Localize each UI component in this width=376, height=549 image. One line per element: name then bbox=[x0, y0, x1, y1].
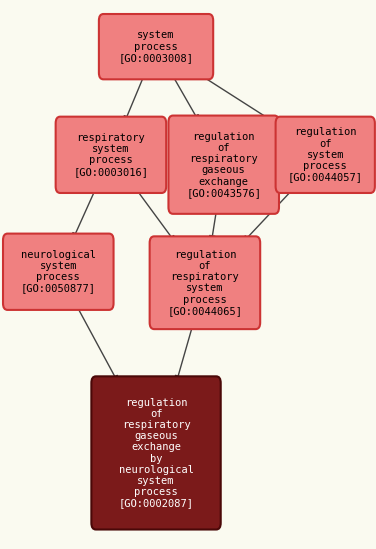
FancyBboxPatch shape bbox=[276, 117, 375, 193]
FancyBboxPatch shape bbox=[3, 234, 114, 310]
Text: system
process
[GO:0003008]: system process [GO:0003008] bbox=[118, 30, 194, 63]
Text: respiratory
system
process
[GO:0003016]: respiratory system process [GO:0003016] bbox=[73, 133, 149, 177]
FancyBboxPatch shape bbox=[168, 116, 279, 214]
FancyBboxPatch shape bbox=[56, 117, 166, 193]
Text: regulation
of
respiratory
gaseous
exchange
[GO:0043576]: regulation of respiratory gaseous exchan… bbox=[186, 132, 261, 198]
FancyBboxPatch shape bbox=[99, 14, 213, 79]
Text: neurological
system
process
[GO:0050877]: neurological system process [GO:0050877] bbox=[21, 250, 96, 294]
FancyBboxPatch shape bbox=[91, 377, 221, 529]
FancyBboxPatch shape bbox=[150, 237, 260, 329]
Text: regulation
of
system
process
[GO:0044057]: regulation of system process [GO:0044057… bbox=[288, 127, 363, 182]
Text: regulation
of
respiratory
system
process
[GO:0044065]: regulation of respiratory system process… bbox=[167, 250, 243, 316]
Text: regulation
of
respiratory
gaseous
exchange
by
neurological
system
process
[GO:00: regulation of respiratory gaseous exchan… bbox=[118, 397, 194, 508]
